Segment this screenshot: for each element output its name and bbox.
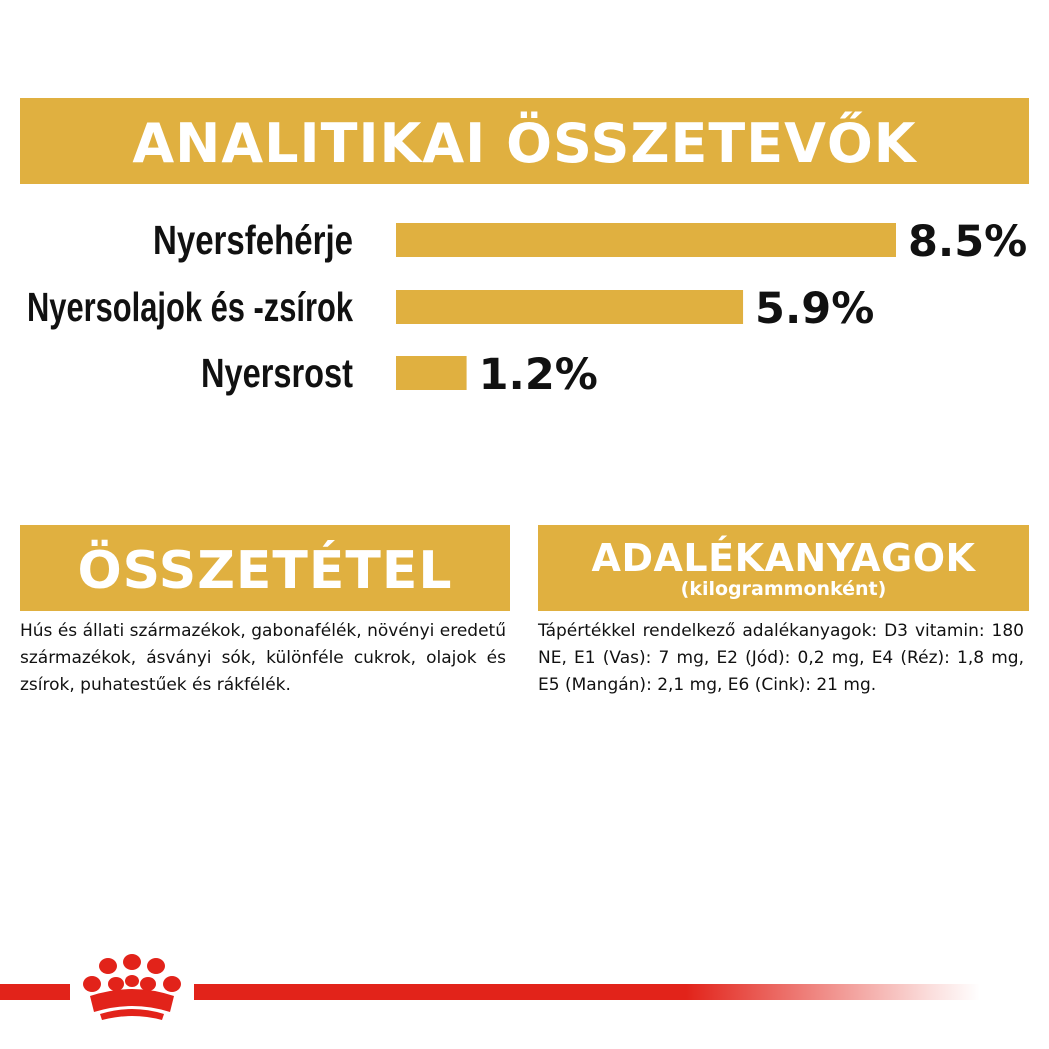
crown-icon: [83, 954, 181, 1020]
composition-text: Hús és állati származékok, gabonafélék, …: [20, 621, 506, 695]
category-label: Nyersolajok és -zsírok: [27, 284, 353, 330]
value-label: 1.2%: [479, 350, 598, 400]
additives-subtitle: (kilogrammonként): [680, 578, 887, 600]
analytics-title-banner: ANALITIKAI ÖSSZETEVŐK: [20, 98, 1029, 184]
bar: [396, 223, 896, 257]
additives-text: Tápértékkel rendelkező adalékanyagok: D3…: [538, 621, 1024, 695]
value-label: 8.5%: [908, 217, 1027, 267]
composition-banner: ÖSSZETÉTEL: [20, 525, 510, 611]
value-label: 5.9%: [755, 284, 874, 334]
additives-title: ADALÉKANYAGOK: [591, 536, 976, 580]
category-label: Nyersrost: [201, 350, 353, 396]
footer-red-line: [0, 984, 980, 1000]
category-label: Nyersfehérje: [153, 217, 353, 263]
analytics-bar-chart: Nyersfehérje 8.5% Nyersolajok és -zsírok 5.…: [27, 217, 1027, 400]
bar: [396, 356, 467, 390]
royal-canin-logo: [70, 954, 194, 1026]
bar: [396, 290, 744, 324]
additives-banner: ADALÉKANYAGOK (kilogrammonként): [538, 525, 1029, 611]
analytics-title: ANALITIKAI ÖSSZETEVŐK: [132, 112, 917, 175]
composition-title: ÖSSZETÉTEL: [77, 541, 453, 601]
